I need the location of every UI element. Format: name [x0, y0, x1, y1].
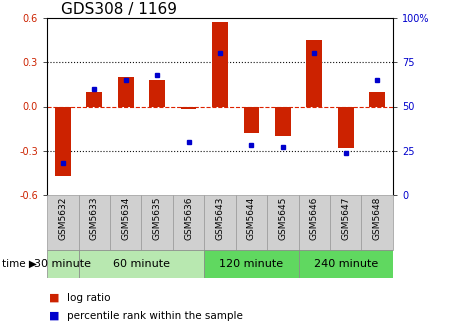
Bar [299, 250, 393, 278]
Bar [307, 40, 322, 107]
Text: GSM5647: GSM5647 [341, 197, 350, 240]
Text: ■: ■ [49, 311, 60, 321]
Bar [361, 195, 393, 250]
Text: GSM5633: GSM5633 [90, 197, 99, 240]
Bar [149, 80, 165, 107]
Text: GSM5634: GSM5634 [121, 197, 130, 240]
Text: GSM5643: GSM5643 [216, 197, 224, 240]
Text: percentile rank within the sample: percentile rank within the sample [67, 311, 243, 321]
Text: GSM5648: GSM5648 [373, 197, 382, 240]
Bar [180, 107, 197, 110]
Bar [47, 195, 79, 250]
Bar [330, 195, 361, 250]
Bar [212, 23, 228, 107]
Bar [243, 107, 260, 133]
Text: log ratio: log ratio [67, 293, 111, 303]
Text: GSM5632: GSM5632 [58, 197, 67, 240]
Text: 60 minute: 60 minute [113, 259, 170, 269]
Text: GDS308 / 1169: GDS308 / 1169 [61, 2, 176, 17]
Text: GSM5636: GSM5636 [184, 197, 193, 240]
Text: 240 minute: 240 minute [313, 259, 378, 269]
Bar [275, 107, 291, 136]
Bar [141, 195, 173, 250]
Bar [86, 92, 102, 107]
Bar [173, 195, 204, 250]
Bar [110, 195, 141, 250]
Text: ■: ■ [49, 293, 60, 303]
Bar [338, 107, 354, 148]
Bar [204, 250, 299, 278]
Text: 120 minute: 120 minute [220, 259, 283, 269]
Bar [370, 92, 385, 107]
Text: GSM5645: GSM5645 [278, 197, 287, 240]
Bar [55, 107, 70, 176]
Text: time ▶: time ▶ [2, 259, 37, 269]
Bar [267, 195, 299, 250]
Bar [118, 77, 133, 107]
Bar [79, 250, 204, 278]
Bar [204, 195, 236, 250]
Bar [47, 250, 79, 278]
Text: GSM5635: GSM5635 [153, 197, 162, 240]
Bar [79, 195, 110, 250]
Text: GSM5644: GSM5644 [247, 197, 256, 240]
Text: GSM5646: GSM5646 [310, 197, 319, 240]
Bar [299, 195, 330, 250]
Text: 30 minute: 30 minute [35, 259, 91, 269]
Bar [236, 195, 267, 250]
